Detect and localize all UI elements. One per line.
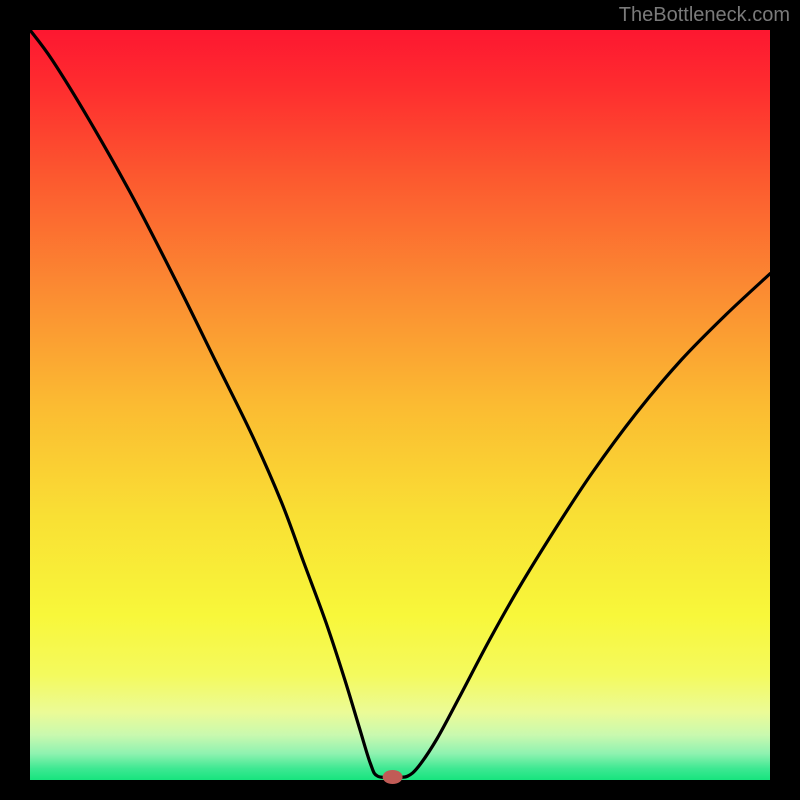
bottleneck-chart-svg [0,0,800,800]
chart-plot-background [30,30,770,780]
chart-container: TheBottleneck.com [0,0,800,800]
watermark-text: TheBottleneck.com [619,4,790,27]
optimal-point-marker [383,770,403,784]
